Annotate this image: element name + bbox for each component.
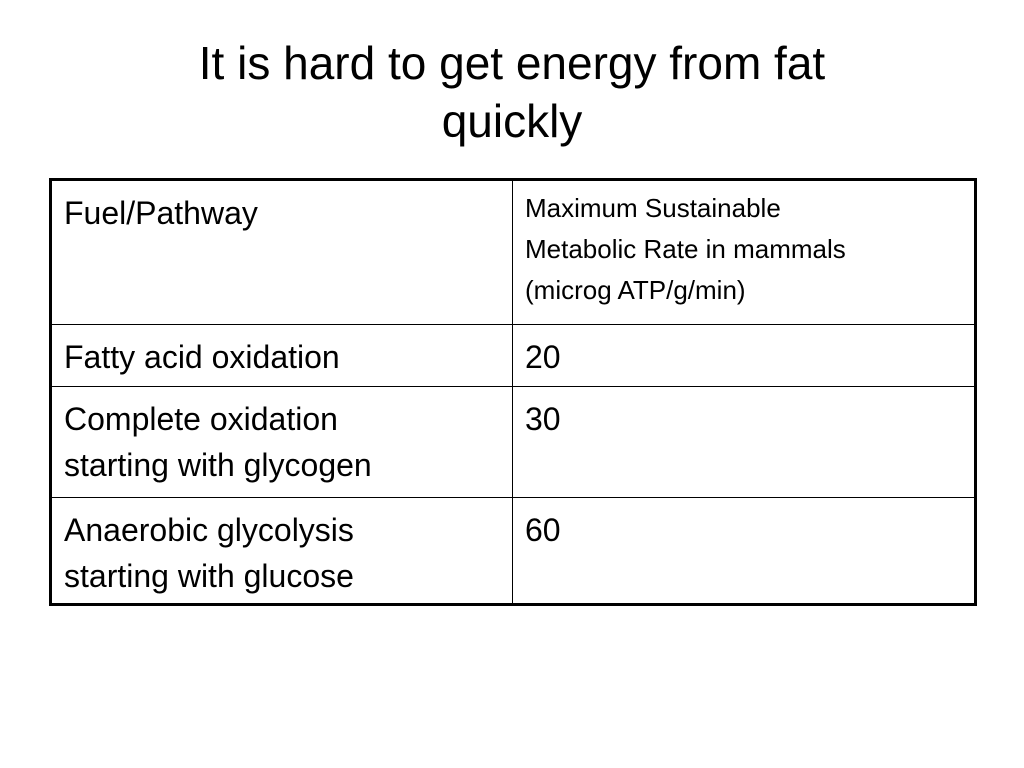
pathway-label-line-1: Complete oxidation xyxy=(64,401,338,437)
table-row: Complete oxidation starting with glycoge… xyxy=(50,386,976,498)
header-cell-fuel-pathway: Fuel/Pathway xyxy=(50,179,513,325)
table-row: Anaerobic glycolysis starting with gluco… xyxy=(50,497,976,605)
rate-value: 60 xyxy=(525,512,561,548)
header-fuel-pathway-label: Fuel/Pathway xyxy=(64,195,258,231)
rate-cell: 30 xyxy=(512,386,976,498)
table-row: Fatty acid oxidation 20 xyxy=(50,324,976,387)
pathway-label: Fatty acid oxidation xyxy=(64,339,340,375)
pathway-cell: Fatty acid oxidation xyxy=(50,324,513,387)
table-header-row: Fuel/Pathway Maximum Sustainable Metabol… xyxy=(50,179,976,325)
header-max-rate-line-2: Metabolic Rate in mammals xyxy=(525,234,846,264)
rate-cell: 60 xyxy=(512,497,976,605)
metabolic-rate-table: Fuel/Pathway Maximum Sustainable Metabol… xyxy=(49,178,977,606)
pathway-cell: Complete oxidation starting with glycoge… xyxy=(50,386,513,498)
rate-value: 30 xyxy=(525,401,561,437)
slide-title: It is hard to get energy from fat quickl… xyxy=(0,34,1024,150)
pathway-cell: Anaerobic glycolysis starting with gluco… xyxy=(50,497,513,605)
slide-title-line-1: It is hard to get energy from fat xyxy=(198,37,826,89)
header-max-rate-line-3: (microg ATP/g/min) xyxy=(525,275,746,305)
rate-cell: 20 xyxy=(512,324,976,387)
header-cell-max-rate: Maximum Sustainable Metabolic Rate in ma… xyxy=(512,179,976,325)
rate-value: 20 xyxy=(525,339,561,375)
pathway-label-line-1: Anaerobic glycolysis xyxy=(64,512,354,548)
pathway-label-line-2: starting with glucose xyxy=(64,558,354,594)
pathway-label-line-2: starting with glycogen xyxy=(64,447,372,483)
header-max-rate-line-1: Maximum Sustainable xyxy=(525,193,781,223)
slide-title-line-2: quickly xyxy=(441,95,583,147)
